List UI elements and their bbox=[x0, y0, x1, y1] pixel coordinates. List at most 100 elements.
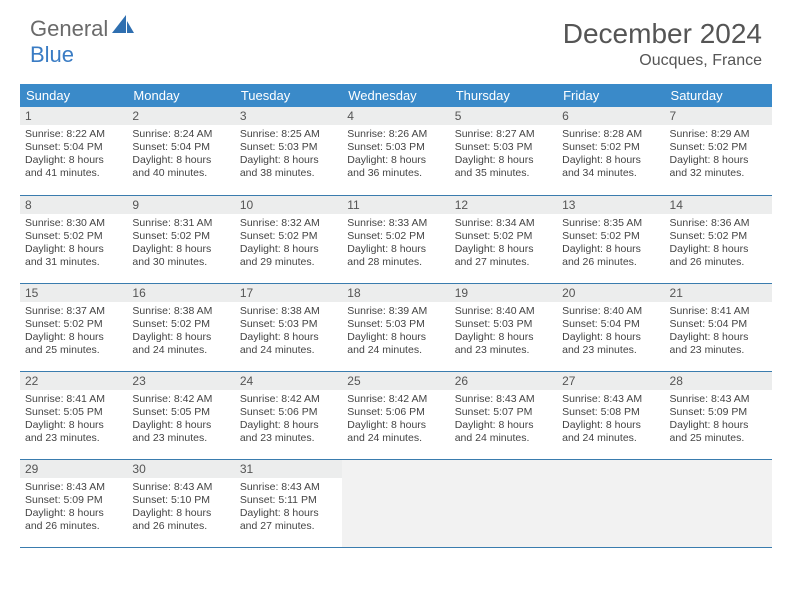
day-number: 2 bbox=[127, 107, 234, 125]
day-content: Sunrise: 8:24 AMSunset: 5:04 PMDaylight:… bbox=[127, 125, 234, 186]
daylight-text: Daylight: 8 hours and 23 minutes. bbox=[455, 331, 552, 357]
sunset-text: Sunset: 5:06 PM bbox=[347, 406, 444, 419]
calendar-table: Sunday Monday Tuesday Wednesday Thursday… bbox=[20, 84, 772, 548]
day-number: 20 bbox=[557, 284, 664, 302]
location-label: Oucques, France bbox=[563, 52, 762, 70]
daylight-text: Daylight: 8 hours and 32 minutes. bbox=[670, 154, 767, 180]
daylight-text: Daylight: 8 hours and 34 minutes. bbox=[562, 154, 659, 180]
sunrise-text: Sunrise: 8:30 AM bbox=[25, 217, 122, 230]
sunrise-text: Sunrise: 8:27 AM bbox=[455, 128, 552, 141]
calendar-cell-empty bbox=[342, 459, 449, 547]
sunset-text: Sunset: 5:03 PM bbox=[240, 141, 337, 154]
day-content: Sunrise: 8:27 AMSunset: 5:03 PMDaylight:… bbox=[450, 125, 557, 186]
sunset-text: Sunset: 5:03 PM bbox=[347, 318, 444, 331]
sunset-text: Sunset: 5:02 PM bbox=[562, 141, 659, 154]
day-content: Sunrise: 8:33 AMSunset: 5:02 PMDaylight:… bbox=[342, 214, 449, 275]
day-content: Sunrise: 8:36 AMSunset: 5:02 PMDaylight:… bbox=[665, 214, 772, 275]
daylight-text: Daylight: 8 hours and 24 minutes. bbox=[240, 331, 337, 357]
daylight-text: Daylight: 8 hours and 24 minutes. bbox=[562, 419, 659, 445]
sunset-text: Sunset: 5:03 PM bbox=[455, 141, 552, 154]
day-content: Sunrise: 8:29 AMSunset: 5:02 PMDaylight:… bbox=[665, 125, 772, 186]
calendar-cell: 11Sunrise: 8:33 AMSunset: 5:02 PMDayligh… bbox=[342, 195, 449, 283]
calendar-cell: 18Sunrise: 8:39 AMSunset: 5:03 PMDayligh… bbox=[342, 283, 449, 371]
day-number: 7 bbox=[665, 107, 772, 125]
day-content: Sunrise: 8:38 AMSunset: 5:02 PMDaylight:… bbox=[127, 302, 234, 363]
daylight-text: Daylight: 8 hours and 40 minutes. bbox=[132, 154, 229, 180]
day-content: Sunrise: 8:28 AMSunset: 5:02 PMDaylight:… bbox=[557, 125, 664, 186]
day-number: 8 bbox=[20, 196, 127, 214]
sunset-text: Sunset: 5:03 PM bbox=[240, 318, 337, 331]
day-content: Sunrise: 8:39 AMSunset: 5:03 PMDaylight:… bbox=[342, 302, 449, 363]
day-content: Sunrise: 8:42 AMSunset: 5:06 PMDaylight:… bbox=[235, 390, 342, 451]
weekday-header: Saturday bbox=[665, 84, 772, 107]
day-number: 16 bbox=[127, 284, 234, 302]
day-number: 3 bbox=[235, 107, 342, 125]
sunrise-text: Sunrise: 8:43 AM bbox=[670, 393, 767, 406]
daylight-text: Daylight: 8 hours and 27 minutes. bbox=[455, 243, 552, 269]
day-content: Sunrise: 8:43 AMSunset: 5:08 PMDaylight:… bbox=[557, 390, 664, 451]
daylight-text: Daylight: 8 hours and 24 minutes. bbox=[347, 331, 444, 357]
day-number: 5 bbox=[450, 107, 557, 125]
sunrise-text: Sunrise: 8:35 AM bbox=[562, 217, 659, 230]
daylight-text: Daylight: 8 hours and 29 minutes. bbox=[240, 243, 337, 269]
sunrise-text: Sunrise: 8:24 AM bbox=[132, 128, 229, 141]
day-content: Sunrise: 8:35 AMSunset: 5:02 PMDaylight:… bbox=[557, 214, 664, 275]
sunset-text: Sunset: 5:04 PM bbox=[132, 141, 229, 154]
day-number: 30 bbox=[127, 460, 234, 478]
sunrise-text: Sunrise: 8:41 AM bbox=[670, 305, 767, 318]
sunrise-text: Sunrise: 8:41 AM bbox=[25, 393, 122, 406]
sunrise-text: Sunrise: 8:42 AM bbox=[132, 393, 229, 406]
sunrise-text: Sunrise: 8:43 AM bbox=[132, 481, 229, 494]
calendar-cell-empty bbox=[665, 459, 772, 547]
day-number: 28 bbox=[665, 372, 772, 390]
sunset-text: Sunset: 5:09 PM bbox=[25, 494, 122, 507]
day-number: 31 bbox=[235, 460, 342, 478]
sunrise-text: Sunrise: 8:42 AM bbox=[240, 393, 337, 406]
day-content: Sunrise: 8:40 AMSunset: 5:03 PMDaylight:… bbox=[450, 302, 557, 363]
daylight-text: Daylight: 8 hours and 23 minutes. bbox=[240, 419, 337, 445]
day-content: Sunrise: 8:30 AMSunset: 5:02 PMDaylight:… bbox=[20, 214, 127, 275]
calendar-cell: 20Sunrise: 8:40 AMSunset: 5:04 PMDayligh… bbox=[557, 283, 664, 371]
weekday-header: Friday bbox=[557, 84, 664, 107]
sunrise-text: Sunrise: 8:39 AM bbox=[347, 305, 444, 318]
sunset-text: Sunset: 5:05 PM bbox=[132, 406, 229, 419]
weekday-header-row: Sunday Monday Tuesday Wednesday Thursday… bbox=[20, 84, 772, 107]
day-content: Sunrise: 8:42 AMSunset: 5:06 PMDaylight:… bbox=[342, 390, 449, 451]
brand-word-2: Blue bbox=[30, 42, 74, 68]
daylight-text: Daylight: 8 hours and 38 minutes. bbox=[240, 154, 337, 180]
title-block: December 2024 Oucques, France bbox=[563, 18, 762, 70]
month-title: December 2024 bbox=[563, 18, 762, 50]
calendar-cell-empty bbox=[557, 459, 664, 547]
calendar-cell: 12Sunrise: 8:34 AMSunset: 5:02 PMDayligh… bbox=[450, 195, 557, 283]
calendar-cell: 9Sunrise: 8:31 AMSunset: 5:02 PMDaylight… bbox=[127, 195, 234, 283]
day-content: Sunrise: 8:34 AMSunset: 5:02 PMDaylight:… bbox=[450, 214, 557, 275]
day-number: 17 bbox=[235, 284, 342, 302]
calendar-cell: 3Sunrise: 8:25 AMSunset: 5:03 PMDaylight… bbox=[235, 107, 342, 195]
weekday-header: Sunday bbox=[20, 84, 127, 107]
day-number: 11 bbox=[342, 196, 449, 214]
day-content: Sunrise: 8:32 AMSunset: 5:02 PMDaylight:… bbox=[235, 214, 342, 275]
day-number: 18 bbox=[342, 284, 449, 302]
calendar-row: 8Sunrise: 8:30 AMSunset: 5:02 PMDaylight… bbox=[20, 195, 772, 283]
calendar-cell-empty bbox=[450, 459, 557, 547]
daylight-text: Daylight: 8 hours and 23 minutes. bbox=[25, 419, 122, 445]
calendar-cell: 30Sunrise: 8:43 AMSunset: 5:10 PMDayligh… bbox=[127, 459, 234, 547]
daylight-text: Daylight: 8 hours and 26 minutes. bbox=[25, 507, 122, 533]
day-content: Sunrise: 8:42 AMSunset: 5:05 PMDaylight:… bbox=[127, 390, 234, 451]
sunset-text: Sunset: 5:06 PM bbox=[240, 406, 337, 419]
daylight-text: Daylight: 8 hours and 31 minutes. bbox=[25, 243, 122, 269]
calendar-cell: 2Sunrise: 8:24 AMSunset: 5:04 PMDaylight… bbox=[127, 107, 234, 195]
sunrise-text: Sunrise: 8:26 AM bbox=[347, 128, 444, 141]
sunset-text: Sunset: 5:02 PM bbox=[670, 230, 767, 243]
sunset-text: Sunset: 5:03 PM bbox=[347, 141, 444, 154]
calendar-cell: 28Sunrise: 8:43 AMSunset: 5:09 PMDayligh… bbox=[665, 371, 772, 459]
sunrise-text: Sunrise: 8:34 AM bbox=[455, 217, 552, 230]
calendar-cell: 5Sunrise: 8:27 AMSunset: 5:03 PMDaylight… bbox=[450, 107, 557, 195]
day-number: 12 bbox=[450, 196, 557, 214]
calendar-row: 1Sunrise: 8:22 AMSunset: 5:04 PMDaylight… bbox=[20, 107, 772, 195]
day-number: 1 bbox=[20, 107, 127, 125]
day-content: Sunrise: 8:41 AMSunset: 5:04 PMDaylight:… bbox=[665, 302, 772, 363]
sunrise-text: Sunrise: 8:43 AM bbox=[240, 481, 337, 494]
daylight-text: Daylight: 8 hours and 28 minutes. bbox=[347, 243, 444, 269]
day-content: Sunrise: 8:37 AMSunset: 5:02 PMDaylight:… bbox=[20, 302, 127, 363]
